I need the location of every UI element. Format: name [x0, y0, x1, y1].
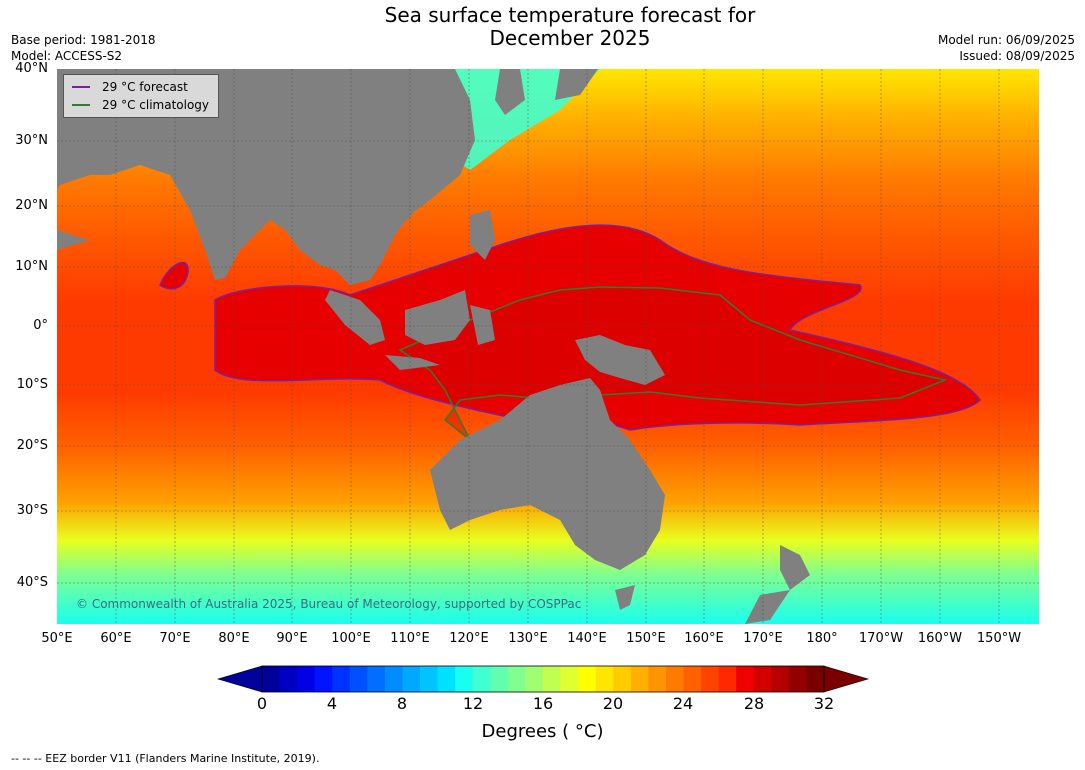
map-legend: 29 °C forecast 29 °C climatology [63, 74, 219, 118]
colorbar-cell [472, 666, 491, 692]
colorbar-cell [578, 666, 597, 692]
lon-label-50e: 50°E [41, 631, 73, 646]
climatology-line-swatch [72, 104, 90, 106]
colorbar [216, 665, 870, 693]
lon-label-80e: 80°E [218, 631, 250, 646]
run-info: Model run: 06/09/2025 Issued: 08/09/2025 [938, 32, 1075, 64]
colorbar-cell [279, 666, 298, 692]
lon-label-110e: 110°E [390, 631, 430, 646]
colorbar-tick-24: 24 [672, 694, 694, 713]
lon-label-150e: 150°E [626, 631, 666, 646]
copyright-notice: © Commonwealth of Australia 2025, Bureau… [76, 597, 582, 611]
lat-label-10n: 10°N [15, 259, 48, 274]
colorbar-cell [718, 666, 737, 692]
lat-label-20s: 20°S [16, 438, 48, 453]
colorbar-low-arrow [216, 665, 263, 693]
lat-label-30n: 30°N [15, 133, 48, 148]
lat-label-40s: 40°S [16, 575, 48, 590]
colorbar-frame [261, 665, 825, 693]
lon-label-170w: 170°W [858, 631, 904, 646]
colorbar-cell [384, 666, 403, 692]
colorbar-cells [262, 666, 825, 692]
colorbar-tick-32: 32 [813, 694, 835, 713]
lat-label-40n: 40°N [15, 61, 48, 76]
lon-label-60e: 60°E [100, 631, 132, 646]
lat-label-0: 0° [33, 318, 48, 333]
colorbar-cell [437, 666, 456, 692]
lon-label-120e: 120°E [449, 631, 489, 646]
colorbar-tick-4: 4 [326, 694, 338, 713]
lon-label-140e: 140°E [567, 631, 607, 646]
colorbar-tick-12: 12 [462, 694, 484, 713]
colorbar-cell [665, 666, 684, 692]
title: Sea surface temperature forecast for Dec… [0, 4, 1085, 50]
eez-footnote: -- -- -- EEZ border V11 (Flanders Marine… [11, 752, 320, 765]
colorbar-cell [314, 666, 333, 692]
colorbar-cell [420, 666, 439, 692]
base-period: Base period: 1981-2018 [11, 33, 156, 47]
colorbar-cell [630, 666, 649, 692]
legend-forecast-label: 29 °C forecast [102, 80, 188, 94]
colorbar-tick-16: 16 [532, 694, 554, 713]
lon-label-170e: 170°E [743, 631, 783, 646]
colorbar-high-arrow [823, 665, 870, 693]
lon-label-160w: 160°W [917, 631, 963, 646]
colorbar-tick-0: 0 [256, 694, 268, 713]
colorbar-cell [349, 666, 368, 692]
colorbar-cell [262, 666, 280, 692]
colorbar-cell [771, 666, 790, 692]
title-line-2: December 2025 [489, 26, 651, 50]
colorbar-tick-20: 20 [602, 694, 624, 713]
colorbar-label: Degrees ( °C) [481, 721, 604, 742]
colorbar-cell [683, 666, 702, 692]
lon-label-180: 180° [806, 631, 838, 646]
lon-label-130e: 130°E [508, 631, 548, 646]
title-line-1: Sea surface temperature forecast for [384, 3, 756, 27]
legend-item-forecast: 29 °C forecast [72, 79, 188, 95]
colorbar-cell [543, 666, 561, 692]
lat-label-30s: 30°S [16, 503, 48, 518]
colorbar-tick-28: 28 [743, 694, 765, 713]
colorbar-cell [367, 666, 386, 692]
model-name: Model: ACCESS-S2 [11, 49, 123, 63]
colorbar-cell [753, 666, 772, 692]
lon-label-70e: 70°E [159, 631, 191, 646]
forecast-line-swatch [72, 86, 90, 88]
colorbar-cell [806, 666, 825, 692]
colorbar-cell [560, 666, 579, 692]
colorbar-cell [595, 666, 614, 692]
colorbar-cell [455, 666, 474, 692]
model-run-date: Model run: 06/09/2025 [937, 33, 1075, 47]
graticule [57, 69, 1039, 624]
model-info: Base period: 1981-2018 Model: ACCESS-S2 [11, 32, 156, 64]
colorbar-cell [525, 666, 544, 692]
warm-pool-region [214, 224, 981, 431]
colorbar-cell [788, 666, 807, 692]
indian-ocean-29c-patch [159, 261, 189, 290]
colorbar-cell [297, 666, 316, 692]
climatology-contour [398, 286, 948, 441]
issued-date: Issued: 08/09/2025 [959, 49, 1075, 63]
colorbar-tick-8: 8 [396, 694, 408, 713]
legend-climatology-label: 29 °C climatology [102, 98, 210, 112]
lon-label-100e: 100°E [331, 631, 371, 646]
colorbar-cell [490, 666, 509, 692]
lat-label-10s: 10°S [16, 377, 48, 392]
colorbar-cell [332, 666, 351, 692]
lon-label-150w: 150°W [976, 631, 1022, 646]
lon-label-160e: 160°E [684, 631, 724, 646]
colorbar-cell [736, 666, 755, 692]
colorbar-cell [402, 666, 421, 692]
lat-label-20n: 20°N [15, 198, 48, 213]
colorbar-cell [507, 666, 526, 692]
lon-label-90e: 90°E [276, 631, 308, 646]
colorbar-cell [701, 666, 720, 692]
colorbar-cell [648, 666, 667, 692]
sst-map [57, 69, 1039, 624]
legend-item-climatology: 29 °C climatology [72, 97, 209, 113]
land-masses [57, 69, 810, 624]
colorbar-cell [613, 666, 632, 692]
